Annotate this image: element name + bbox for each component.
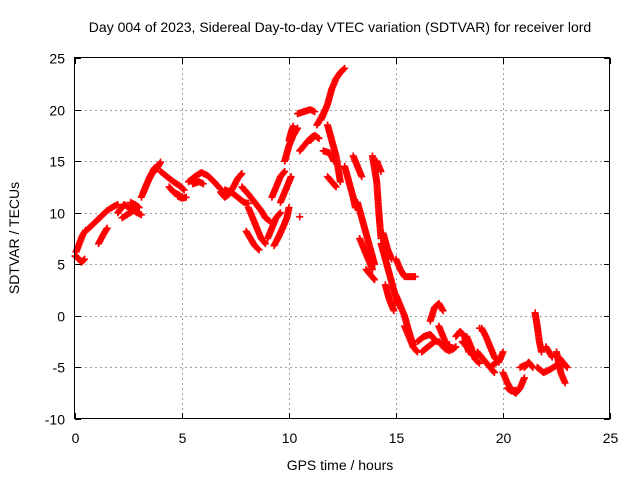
data-point (452, 343, 460, 351)
x-tick-label: 15 (389, 430, 405, 446)
data-point (413, 347, 421, 355)
data-point (411, 273, 419, 281)
y-tick-label: 25 (49, 51, 65, 67)
data-point (114, 200, 122, 208)
data-point (446, 341, 453, 349)
data-point (474, 358, 482, 366)
data-point (280, 168, 288, 176)
data-point (538, 348, 546, 356)
y-tick-label: 0 (57, 309, 65, 325)
data-point (157, 158, 165, 166)
data-point (390, 307, 398, 315)
data-point (137, 211, 145, 219)
x-tick-label: 5 (179, 430, 187, 446)
x-tick-label: 10 (282, 430, 298, 446)
data-point (80, 256, 88, 264)
data-point (499, 348, 507, 356)
data-point (336, 178, 344, 186)
data-point (341, 64, 349, 72)
data-point (562, 362, 570, 370)
data-point (512, 386, 520, 394)
y-tick-label: 15 (49, 154, 65, 170)
data-point (311, 108, 319, 116)
chart-title: Day 004 of 2023, Sidereal Day-to-day VTE… (89, 19, 591, 35)
y-tick-label: -5 (53, 360, 66, 376)
data-point (497, 353, 505, 361)
data-point (285, 204, 293, 212)
data-point (330, 157, 338, 165)
data-point (475, 324, 483, 332)
axis-ticks: 0 5 10 15 20 25 -10 -5 0 5 10 15 20 25 (45, 51, 619, 447)
data-point (276, 210, 284, 218)
data-point (563, 363, 571, 371)
data-point (237, 171, 245, 179)
data-point (180, 186, 188, 194)
data-point (370, 275, 378, 283)
data-point (276, 209, 284, 217)
plot-frame (74, 57, 610, 419)
data-point (490, 369, 498, 377)
data-point (179, 185, 187, 193)
y-tick-label: 20 (49, 103, 65, 119)
data-point (520, 361, 528, 369)
data-point (261, 240, 269, 248)
data-point (296, 213, 304, 221)
data-point (429, 339, 437, 347)
data-point (103, 224, 111, 232)
data-point (439, 307, 447, 315)
x-tick-label: 25 (603, 430, 619, 446)
data-point (254, 245, 262, 253)
data-point (281, 167, 289, 175)
data-point (547, 352, 555, 360)
y-axis-title: SDTVAR / TECUs (6, 182, 22, 294)
data-point (315, 134, 323, 142)
data-point (182, 193, 190, 201)
data-point (238, 170, 246, 178)
data-point (130, 206, 138, 214)
x-tick-label: 0 (72, 430, 80, 446)
data-point (520, 374, 528, 382)
data-point (490, 368, 498, 376)
y-tick-label: -10 (45, 412, 65, 428)
y-tick-label: 10 (49, 206, 65, 222)
data-point (371, 276, 379, 284)
data-points (71, 64, 571, 397)
data-point (199, 180, 207, 188)
data-point (135, 204, 143, 212)
x-tick-label: 20 (496, 430, 512, 446)
x-axis-title: GPS time / hours (287, 457, 394, 473)
data-point (261, 239, 269, 247)
data-point (368, 265, 376, 273)
data-point (81, 255, 89, 263)
data-point (287, 173, 295, 181)
data-point (496, 354, 504, 362)
data-point (332, 183, 340, 191)
data-point (216, 184, 224, 192)
data-point (331, 182, 339, 190)
y-tick-label: 5 (57, 257, 65, 273)
data-point (475, 359, 483, 367)
data-point (377, 167, 385, 175)
data-point (255, 246, 263, 254)
data-point (289, 122, 297, 130)
data-point (561, 379, 569, 387)
data-point (528, 362, 536, 370)
data-point (340, 65, 348, 73)
data-point (358, 173, 366, 181)
